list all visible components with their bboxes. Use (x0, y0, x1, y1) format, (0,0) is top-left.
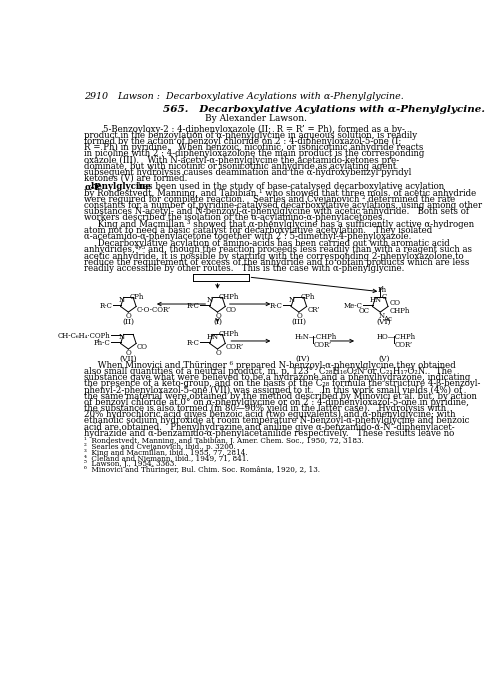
Text: formed by the action of benzoyl chloride on 2 : 4-diphenyloxazol-5-one (I;: formed by the action of benzoyl chloride… (84, 137, 402, 146)
Text: Decarboxylative acylation of amino-acids has been carried out with aromatic acid: Decarboxylative acylation of amino-acids… (84, 239, 450, 249)
Text: When Minovici and Thüringer ⁶ prepared N-benzoyl-α-phenylglycine they obtained: When Minovici and Thüringer ⁶ prepared N… (84, 361, 456, 370)
Text: ⁶  Minovici and Thüringer, Bul. Chim. Soc. România, 1920, 2, 13.: ⁶ Minovici and Thüringer, Bul. Chim. Soc… (84, 466, 320, 474)
Text: Me-C: Me-C (344, 301, 362, 310)
Text: CR’: CR’ (308, 306, 320, 314)
Text: C: C (382, 293, 387, 301)
Text: O: O (215, 350, 221, 357)
Text: constants for a number of pyridine-catalysed decarboxylative acylations, using a: constants for a number of pyridine-catal… (84, 201, 482, 210)
Text: also small quantities of a neutral product, m. p. 123°, C₂₈H₁₆O₂N or C₂₁H₁₇O₂N. : also small quantities of a neutral produ… (84, 367, 452, 376)
Text: (III): (III) (292, 318, 306, 326)
Text: CO: CO (137, 342, 148, 350)
Text: the same material were obtained by the method described by Minovici et al. but, : the same material were obtained by the m… (84, 392, 477, 401)
Text: CHPh: CHPh (219, 330, 240, 338)
Text: ²  Searles and Cvejanovich, ibid., p. 3200.: ² Searles and Cvejanovich, ibid., p. 320… (84, 443, 236, 451)
Text: (V): (V) (378, 355, 390, 363)
Text: 5-Benzoyloxy-2 : 4-diphenyloxazole (II;  R = R’ = Ph), formed as a by-: 5-Benzoyloxy-2 : 4-diphenyloxazole (II; … (103, 125, 405, 134)
Text: workers described the isolation of the α-acylamino-α-phenylacetones.: workers described the isolation of the α… (84, 213, 386, 222)
Text: O: O (126, 350, 132, 357)
Text: phenyl-2-phenyloxazol-5-one (VII) was assigned to it.   In this work small yield: phenyl-2-phenyloxazol-5-one (VII) was as… (84, 386, 462, 394)
Text: R-C: R-C (187, 339, 200, 347)
Text: O: O (126, 312, 132, 320)
Text: has been used in the study of base-catalysed decarboxylative acylation: has been used in the study of base-catal… (134, 183, 444, 191)
Text: henylglycine: henylglycine (91, 183, 152, 191)
Text: N: N (378, 312, 385, 320)
Text: 565.   Decarboxylative Acylations with α-Phenylglycine.: 565. Decarboxylative Acylations with α-P… (163, 105, 485, 113)
Text: (II): (II) (122, 318, 134, 326)
Text: acetic anhydride, it is possible by starting with the corresponding 2-phenyloxaz: acetic anhydride, it is possible by star… (84, 252, 464, 261)
Text: HN: HN (206, 333, 219, 340)
Text: in picoline with 2 : 4-diphenyloxazolone the main product is the corresponding: in picoline with 2 : 4-diphenyloxazolone… (84, 149, 424, 158)
Text: (VI): (VI) (376, 318, 391, 326)
Text: hydrazide and α-benzamido-α-phenylacetanilide respectively.   These results leav: hydrazide and α-benzamido-α-phenylacetan… (84, 428, 454, 438)
Text: O: O (215, 312, 221, 320)
Text: N: N (206, 295, 213, 304)
Text: By Alexander Lawson.: By Alexander Lawson. (206, 114, 307, 123)
Text: Ac: Ac (382, 315, 392, 323)
Text: H₂N—CHPh: H₂N—CHPh (295, 333, 337, 342)
Text: ⁵  Lawson, J., 1954, 3363.: ⁵ Lawson, J., 1954, 3363. (84, 460, 176, 469)
Text: HO—CHPh: HO—CHPh (376, 333, 416, 342)
Text: HN: HN (370, 295, 382, 304)
Text: CPh: CPh (300, 293, 315, 301)
Text: (I): (I) (213, 318, 222, 326)
Text: subsequent hydrolysis causes deamination and the α-hydroxybenzyl pyridyl: subsequent hydrolysis causes deamination… (84, 168, 411, 177)
Text: N: N (118, 295, 124, 304)
Text: the substance is also formed (in 80—90% yield in the latter case).   Hydrolysis : the substance is also formed (in 80—90% … (84, 404, 446, 414)
Text: N: N (289, 295, 295, 304)
Text: CHPh: CHPh (390, 307, 410, 315)
Text: 2910: 2910 (84, 92, 108, 101)
Text: dominate, but with nicotinic or isonicotinic anhydride as acylating agent: dominate, but with nicotinic or isonicot… (84, 162, 396, 170)
Text: (VII): (VII) (120, 355, 137, 363)
Text: N: N (118, 333, 124, 340)
Text: ⁴  Cleland and Niemann, ibid., 1949, 71, 841.: ⁴ Cleland and Niemann, ibid., 1949, 71, … (84, 454, 249, 462)
Text: COR’: COR’ (395, 341, 413, 349)
Text: were required for complete reaction.   Searles and Cvejanovich ² determined the : were required for complete reaction. Sea… (84, 195, 456, 204)
Text: anhydrides,⁴ʸ⁵ and, though the reaction proceeds less readily than with a reagen: anhydrides,⁴ʸ⁵ and, though the reaction … (84, 246, 472, 255)
Text: King and Macmillan ³ showed that α-phenylglycine has a sufficiently active α-hyd: King and Macmillan ³ showed that α-pheny… (84, 220, 474, 229)
Text: COR’: COR’ (314, 341, 332, 349)
Text: R-C: R-C (270, 301, 282, 310)
Text: 20% hydrochloric acid gives benzoic acid (two equivalents) and α-phenylglycine; : 20% hydrochloric acid gives benzoic acid… (84, 410, 456, 420)
Text: OC: OC (358, 307, 370, 315)
Text: product in the benzoylation of α-phenylglycine in aqueous solution, is readily: product in the benzoylation of α-phenylg… (84, 131, 417, 140)
Text: α-P: α-P (84, 183, 101, 191)
Text: R = Ph) in pyridine.   When benzoic, nicotinic, or isonicotinic anhydride reacts: R = Ph) in pyridine. When benzoic, nicot… (84, 143, 423, 152)
Text: ¹  Rondestvedt, Manning, and Tabibian, J. Amer. Chem. Soc., 1950, 72, 3183.: ¹ Rondestvedt, Manning, and Tabibian, J.… (84, 437, 364, 445)
Text: CHPh: CHPh (219, 293, 240, 301)
Text: substances N-acetyl- and N-benzoyl-α-phenylglycine with acetic anhydride.   Both: substances N-acetyl- and N-benzoyl-α-phe… (84, 207, 469, 216)
Text: C-O-COR’: C-O-COR’ (137, 306, 171, 314)
Text: Lawson :  Decarboxylative Acylations with α-Phenylglycine.: Lawson : Decarboxylative Acylations with… (117, 92, 404, 101)
Text: CPh: CPh (130, 293, 144, 301)
Text: Ph-C: Ph-C (94, 339, 110, 347)
Text: acid are obtained.   Phenylhydrazine and aniline give α-benzamido-α-N’-diphenyla: acid are obtained. Phenylhydrazine and a… (84, 422, 455, 432)
Text: ethanolic sodium hydroxide at room temperature N-benzoyl-α-phenylglycine and ben: ethanolic sodium hydroxide at room tempe… (84, 416, 469, 426)
Text: CH-C₆H₄·COPh: CH-C₆H₄·COPh (58, 332, 110, 340)
Text: substance gave what were believed to be a hydrazone and a phenylhydrazone, indic: substance gave what were believed to be … (84, 373, 470, 382)
Text: by Rondestvedt, Manning, and Tabibian ¹ who showed that three mols. of acetic an: by Rondestvedt, Manning, and Tabibian ¹ … (84, 189, 476, 198)
Text: atom not to need a basic catalyst for decarboxylative acetylation.   They isolat: atom not to need a basic catalyst for de… (84, 226, 432, 235)
Text: ketones (V) are formed.: ketones (V) are formed. (84, 174, 188, 183)
Text: the presence of a keto-group, and on the basis of the C₂₈ formula the structure : the presence of a keto-group, and on the… (84, 380, 480, 388)
Text: of benzoyl chloride at 0° on α-phenylglycine or on 2 : 4-diphenyloxazol-5-one in: of benzoyl chloride at 0° on α-phenylgly… (84, 398, 469, 407)
Text: Ph: Ph (377, 287, 386, 294)
Text: (IV): (IV) (296, 355, 310, 363)
Text: R-C: R-C (187, 301, 200, 310)
Text: readily accessible by other routes.   This is the case with α-phenylglycine.: readily accessible by other routes. This… (84, 264, 404, 273)
Text: CO: CO (390, 299, 400, 307)
Text: COR’: COR’ (226, 342, 244, 350)
Text: α-acetamido-α-phenylacetone together with 2 : 5-dimethyl-4-phenyloxazole.: α-acetamido-α-phenylacetone together wit… (84, 232, 411, 242)
Text: CO: CO (226, 306, 237, 314)
Text: oxazole (III).   With N-acetyl-α-phenylglycine the acetamido-ketones pre-: oxazole (III). With N-acetyl-α-phenylgly… (84, 155, 400, 164)
Text: R-C: R-C (99, 301, 112, 310)
Text: ³  King and Macmillan, ibid., 1955, 77, 2814.: ³ King and Macmillan, ibid., 1955, 77, 2… (84, 449, 248, 457)
Text: reduce the requirement of excess of the anhydride and to obtain products which a: reduce the requirement of excess of the … (84, 258, 469, 267)
Text: O: O (296, 312, 302, 320)
